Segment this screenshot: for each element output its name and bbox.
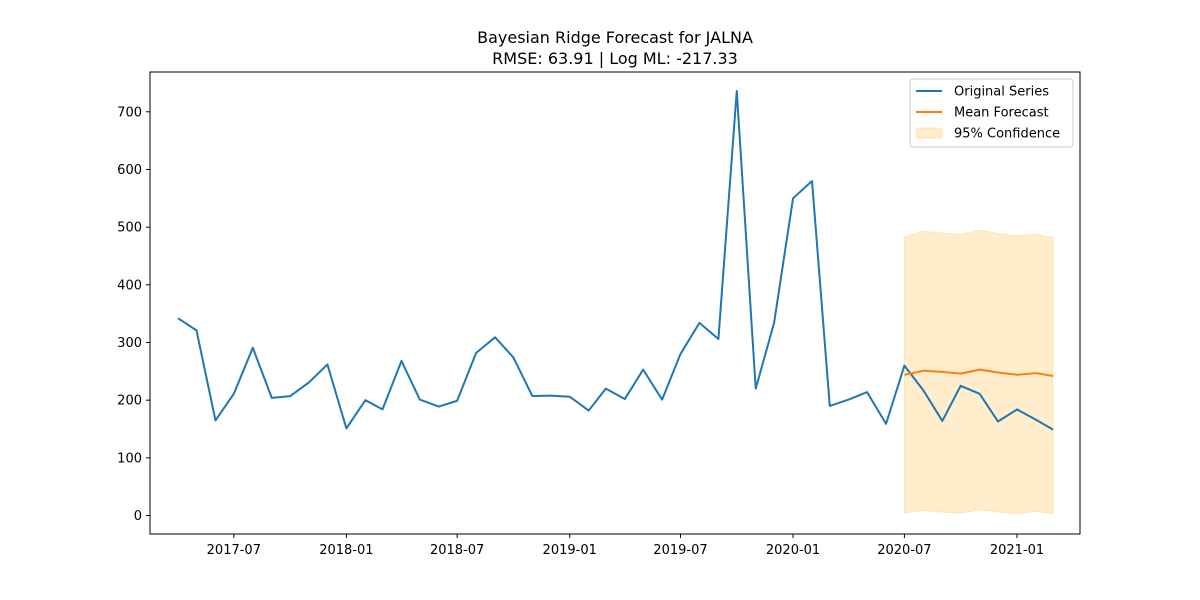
x-tick-label: 2020-07 xyxy=(877,543,931,558)
chart-title: Bayesian Ridge Forecast for JALNA xyxy=(477,28,753,47)
legend-label-2: 95% Confidence xyxy=(954,127,1060,142)
y-tick-label: 700 xyxy=(117,105,142,120)
y-tick-label: 100 xyxy=(117,451,142,466)
series-line-1 xyxy=(904,368,1054,377)
axes-layer: 0 100 200 300 400 500 600 700 2017-07 2018-01 2018… xyxy=(117,71,1081,558)
x-tick-label: 2020-01 xyxy=(766,543,820,558)
legend-label-1: Mean Forecast xyxy=(954,106,1049,121)
x-tick-label: 2017-07 xyxy=(207,543,261,558)
x-tick-label: 2018-07 xyxy=(430,543,484,558)
series-layer xyxy=(177,90,1054,431)
x-tick-label: 2019-01 xyxy=(543,543,597,558)
x-tick-label: 2018-01 xyxy=(319,543,373,558)
legend-box xyxy=(909,78,1074,148)
y-tick-label: 500 xyxy=(117,221,142,236)
y-tick-label: 400 xyxy=(117,278,142,293)
legend-label-0: Original Series xyxy=(954,85,1049,100)
y-tick-label: 300 xyxy=(117,336,142,351)
plot-frame xyxy=(149,71,1081,535)
x-tick-label: 2019-07 xyxy=(653,543,707,558)
x-tick-label: 2021-01 xyxy=(990,543,1044,558)
y-tick-label: 200 xyxy=(117,394,142,409)
legend-swatch-2 xyxy=(915,127,943,139)
confidence-band xyxy=(903,229,1054,515)
y-tick-label: 600 xyxy=(117,163,142,178)
series-line-0 xyxy=(177,90,1054,431)
legend: Original Series Mean Forecast 95% Confiden… xyxy=(909,78,1074,148)
y-tick-label: 0 xyxy=(134,509,142,524)
confidence-band-layer xyxy=(903,229,1054,515)
chart-subtitle: RMSE: 63.91 | Log ML: -217.33 xyxy=(492,49,738,68)
